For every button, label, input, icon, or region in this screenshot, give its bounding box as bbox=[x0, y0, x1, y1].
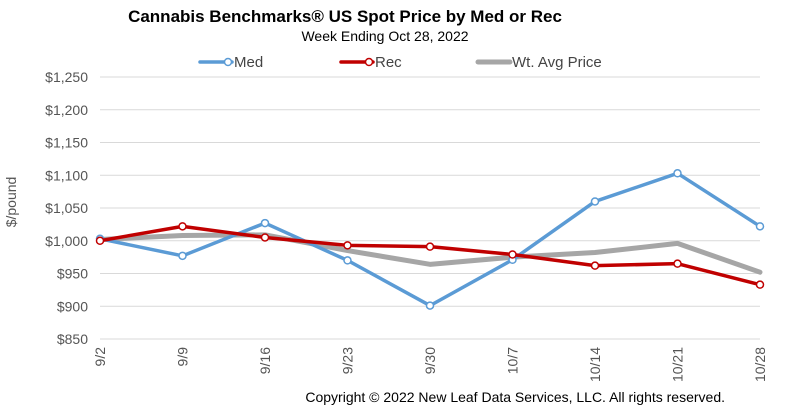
legend-label: Med bbox=[234, 54, 263, 71]
y-tick-label: $1,250 bbox=[45, 69, 88, 85]
x-tick-label: 10/14 bbox=[587, 347, 603, 382]
x-tick-label: 10/21 bbox=[670, 347, 686, 382]
data-point bbox=[95, 236, 105, 245]
series-line-med bbox=[98, 171, 762, 308]
legend-label: Wt. Avg Price bbox=[512, 54, 602, 71]
x-tick-label: 9/9 bbox=[175, 347, 191, 367]
y-axis-ticks: $850 $900 $950 $1,000 $1,050 $1,100 $1,150 $1,2… bbox=[45, 69, 88, 347]
data-point bbox=[508, 250, 517, 259]
data-point bbox=[425, 242, 435, 251]
data-point bbox=[755, 280, 765, 289]
x-tick-label: 10/28 bbox=[752, 347, 768, 382]
y-tick-label: $1,000 bbox=[45, 233, 88, 249]
y-tick-label: $1,200 bbox=[45, 102, 88, 118]
x-axis-ticks: 9/2 9/9 9/16 9/23 9/30 10/7 10/14 10/21 10/28 bbox=[92, 347, 768, 382]
y-tick-label: $900 bbox=[57, 298, 88, 314]
chart-legend: Med Rec Wt. Avg Price bbox=[198, 54, 602, 71]
data-point bbox=[178, 222, 187, 231]
data-point bbox=[673, 169, 682, 178]
grid-lines bbox=[100, 76, 760, 340]
data-point bbox=[260, 218, 270, 228]
data-point bbox=[590, 197, 600, 206]
data-point bbox=[673, 259, 682, 268]
x-tick-label: 9/30 bbox=[422, 347, 438, 374]
x-tick-label: 9/16 bbox=[257, 347, 273, 374]
y-tick-label: $1,050 bbox=[45, 200, 88, 216]
chart-subtitle: Week Ending Oct 28, 2022 bbox=[301, 28, 468, 44]
data-point bbox=[178, 251, 187, 261]
series-line-wt-avg-price bbox=[97, 232, 763, 275]
data-point bbox=[260, 233, 270, 242]
legend-marker bbox=[364, 57, 374, 67]
data-point bbox=[343, 241, 352, 250]
series-group bbox=[95, 169, 765, 310]
data-point bbox=[755, 222, 765, 231]
data-point bbox=[590, 261, 600, 270]
y-tick-label: $850 bbox=[57, 331, 88, 347]
x-tick-label: 10/7 bbox=[505, 347, 521, 374]
copyright-footer: Copyright © 2022 New Leaf Data Services,… bbox=[305, 389, 725, 405]
chart-title: Cannabis Benchmarks® US Spot Price by Me… bbox=[128, 7, 562, 26]
y-tick-label: $1,100 bbox=[45, 167, 88, 183]
data-point bbox=[425, 301, 435, 310]
x-tick-label: 9/2 bbox=[92, 347, 108, 367]
x-tick-label: 9/23 bbox=[340, 347, 356, 374]
y-axis-label: $/pound bbox=[3, 177, 19, 228]
data-point bbox=[343, 256, 352, 265]
y-tick-label: $1,150 bbox=[45, 135, 88, 151]
legend-label: Rec bbox=[375, 54, 402, 71]
y-tick-label: $950 bbox=[57, 266, 88, 282]
legend-marker bbox=[223, 57, 233, 67]
